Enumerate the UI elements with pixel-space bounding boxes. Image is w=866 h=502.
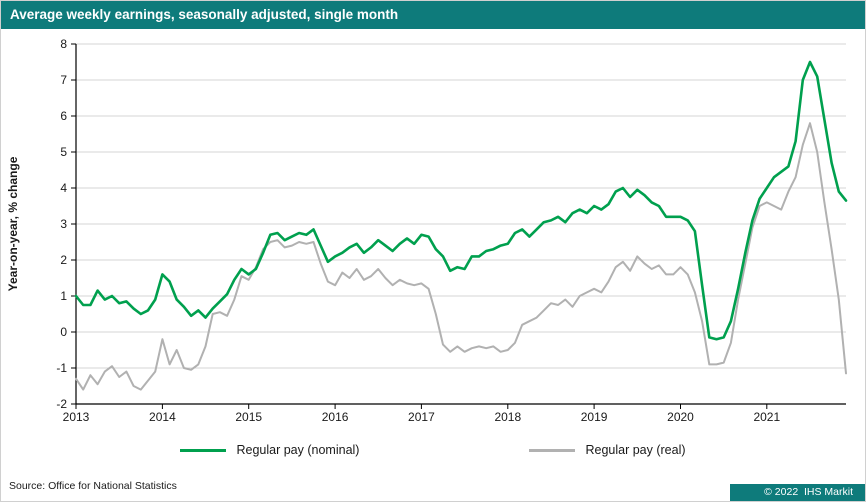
y-axis-ticks: -2 -1 0 1 2 3 4 5 6 7 8 — [56, 37, 76, 411]
svg-text:1: 1 — [60, 289, 67, 303]
svg-text:2013: 2013 — [63, 410, 90, 421]
svg-text:-1: -1 — [56, 361, 67, 375]
svg-text:2019: 2019 — [581, 410, 608, 421]
svg-text:8: 8 — [60, 37, 67, 51]
svg-text:2016: 2016 — [322, 410, 349, 421]
svg-text:2017: 2017 — [408, 410, 435, 421]
svg-text:7: 7 — [60, 73, 67, 87]
svg-text:2014: 2014 — [149, 410, 176, 421]
footer: Source: Office for National Statistics ©… — [1, 479, 865, 501]
svg-text:2020: 2020 — [667, 410, 694, 421]
svg-text:2015: 2015 — [235, 410, 262, 421]
legend: Regular pay (nominal) Regular pay (real) — [1, 435, 865, 465]
gridlines — [76, 43, 846, 405]
chart-title: Average weekly earnings, seasonally adju… — [10, 7, 399, 22]
legend-swatch-real — [529, 448, 576, 452]
svg-text:2: 2 — [60, 253, 67, 267]
copyright-badge: © 2022 IHS Markit — [730, 484, 865, 501]
svg-text:0: 0 — [60, 325, 67, 339]
series-line-nominal — [74, 60, 848, 341]
source-note: Source: Office for National Statistics — [9, 480, 177, 492]
legend-item-nominal: Regular pay (nominal) — [180, 443, 359, 457]
svg-text:3: 3 — [60, 217, 67, 231]
chart-svg: Year-on-year, % change -2 -1 0 1 2 3 4 5 6 7 8 2013… — [6, 37, 848, 421]
legend-label-real: Regular pay (real) — [585, 443, 686, 457]
legend-item-real: Regular pay (real) — [529, 443, 686, 457]
svg-text:5: 5 — [60, 145, 67, 159]
svg-text:4: 4 — [60, 181, 67, 195]
y-axis-label: Year-on-year, % change — [6, 156, 20, 291]
legend-swatch-nominal — [180, 448, 227, 452]
series-line-real — [75, 122, 847, 391]
svg-text:2021: 2021 — [753, 410, 780, 421]
x-axis-ticks: 2013 2014 2015 2016 2017 2018 2019 2020 2021 — [63, 404, 780, 421]
title-bar: Average weekly earnings, seasonally adju… — [1, 1, 865, 29]
svg-text:-2: -2 — [56, 397, 67, 411]
svg-text:2018: 2018 — [494, 410, 521, 421]
legend-label-nominal: Regular pay (nominal) — [236, 443, 360, 457]
svg-text:6: 6 — [60, 109, 67, 123]
